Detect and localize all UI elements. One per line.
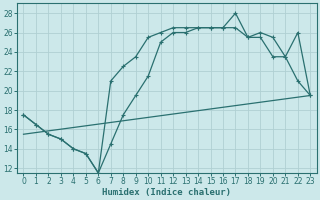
X-axis label: Humidex (Indice chaleur): Humidex (Indice chaleur) <box>102 188 231 197</box>
